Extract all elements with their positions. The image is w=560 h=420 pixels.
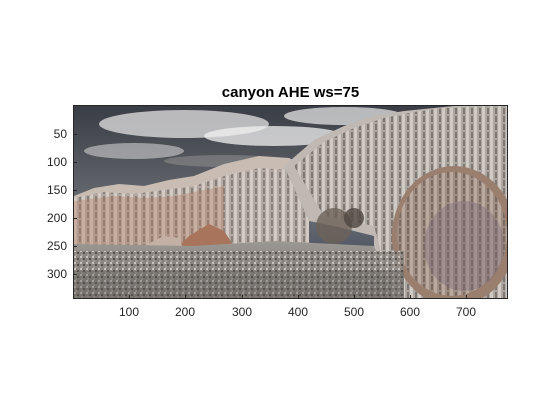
x-tick-mark — [242, 295, 243, 299]
y-tick-label: 200 — [46, 211, 67, 225]
x-tick-mark — [410, 295, 411, 299]
y-tick-mark — [73, 274, 77, 275]
y-tick-label: 50 — [53, 127, 67, 141]
y-tick-label: 250 — [46, 239, 67, 253]
image-axes — [73, 105, 508, 299]
x-tick-mark — [185, 295, 186, 299]
y-tick-mark — [73, 246, 77, 247]
y-tick-mark — [73, 218, 77, 219]
x-tick-mark — [129, 295, 130, 299]
x-tick-mark — [298, 295, 299, 299]
x-tick-label: 500 — [343, 305, 365, 319]
x-tick-label: 400 — [287, 305, 309, 319]
y-tick-label: 150 — [46, 183, 67, 197]
x-tick-mark — [354, 295, 355, 299]
y-tick-label: 300 — [46, 267, 67, 281]
x-tick-mark — [466, 295, 467, 299]
x-tick-label: 100 — [118, 305, 140, 319]
y-tick-label: 100 — [46, 155, 67, 169]
x-tick-label: 700 — [455, 305, 477, 319]
x-tick-label: 300 — [231, 305, 253, 319]
plot-title: canyon AHE ws=75 — [221, 84, 360, 101]
y-tick-mark — [73, 162, 77, 163]
y-tick-mark — [73, 134, 77, 135]
y-tick-mark — [73, 190, 77, 191]
x-tick-label: 600 — [399, 305, 421, 319]
x-tick-label: 200 — [174, 305, 196, 319]
canyon-image — [74, 106, 507, 298]
